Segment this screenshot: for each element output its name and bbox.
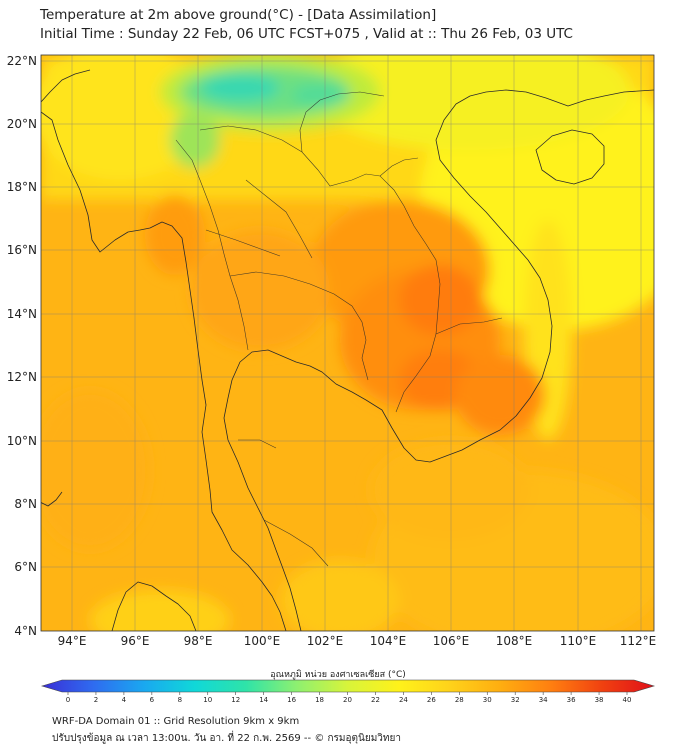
colorbar-tick-label: 0: [66, 696, 70, 704]
lat-label: 18°N: [7, 180, 37, 194]
lon-label: 108°E: [496, 634, 533, 648]
colorbar-tick-label: 40: [623, 696, 632, 704]
lat-label: 16°N: [7, 243, 37, 257]
lon-label: 100°E: [244, 634, 281, 648]
lon-label: 94°E: [58, 634, 87, 648]
colorbar-tick-label: 36: [567, 696, 576, 704]
lon-label: 110°E: [560, 634, 597, 648]
colorbar-tick-label: 30: [483, 696, 492, 704]
lat-label: 22°N: [7, 54, 37, 68]
footer-update-info: ปรับปรุงข้อมูล ณ เวลา 13:00น. วัน อา. ที…: [52, 733, 401, 744]
colorbar-tick-label: 26: [427, 696, 436, 704]
footer-model-info: WRF-DA Domain 01 :: Grid Resolution 9km …: [52, 716, 300, 727]
lat-label: 6°N: [14, 560, 37, 574]
map-subtitle: Initial Time : Sunday 22 Feb, 06 UTC FCS…: [40, 26, 573, 42]
lon-label: 102°E: [307, 634, 344, 648]
colorbar-title: อุณหภูมิ หน่วย องศาเซลเซียส (°C): [270, 670, 406, 680]
country-borders: [175, 91, 503, 567]
lon-label: 112°E: [620, 634, 657, 648]
lon-label: 104°E: [370, 634, 407, 648]
map-title: Temperature at 2m above ground(°C) - [Da…: [40, 7, 437, 23]
colorbar-tick-label: 6: [150, 696, 155, 704]
colorbar: [40, 679, 656, 693]
colorbar-tick-label: 20: [343, 696, 352, 704]
colorbar-tick-label: 34: [539, 696, 548, 704]
colorbar-tick-label: 22: [371, 696, 380, 704]
colorbar-tick-label: 16: [287, 696, 296, 704]
lat-label: 4°N: [14, 624, 37, 638]
colorbar-tick-label: 12: [231, 696, 240, 704]
coastline: [41, 69, 654, 631]
lon-label: 98°E: [184, 634, 213, 648]
colorbar-tick-label: 4: [122, 696, 127, 704]
lat-axis: 22°N 20°N 18°N 16°N 14°N 12°N 10°N 8°N 6…: [7, 54, 37, 638]
lat-label: 20°N: [7, 117, 37, 131]
colorbar-tick-label: 8: [178, 696, 182, 704]
map-frame: [40, 54, 655, 632]
colorbar-tick-label: 14: [259, 696, 268, 704]
lat-label: 14°N: [7, 307, 37, 321]
lat-label: 8°N: [14, 497, 37, 511]
colorbar-tick-label: 18: [315, 696, 324, 704]
colorbar-tick-label: 10: [203, 696, 212, 704]
colorbar-tick-label: 2: [94, 696, 98, 704]
colorbar-tick-label: 24: [399, 696, 408, 704]
temperature-field: [41, 55, 654, 631]
lat-label: 12°N: [7, 370, 37, 384]
colorbar-ticks: 0 2 4 6 8 10 12 14 16 18 20 22 24 26 28 30 32 34 36 38 40: [66, 692, 632, 704]
lat-label: 10°N: [7, 434, 37, 448]
lon-axis: 94°E 96°E 98°E 100°E 102°E 104°E 106°E 1…: [58, 634, 657, 648]
graticule: [41, 55, 654, 631]
colorbar-tick-label: 32: [511, 696, 520, 704]
colorbar-tick-label: 38: [595, 696, 604, 704]
lon-label: 96°E: [121, 634, 150, 648]
colorbar-tick-label: 28: [455, 696, 464, 704]
lon-label: 106°E: [433, 634, 470, 648]
